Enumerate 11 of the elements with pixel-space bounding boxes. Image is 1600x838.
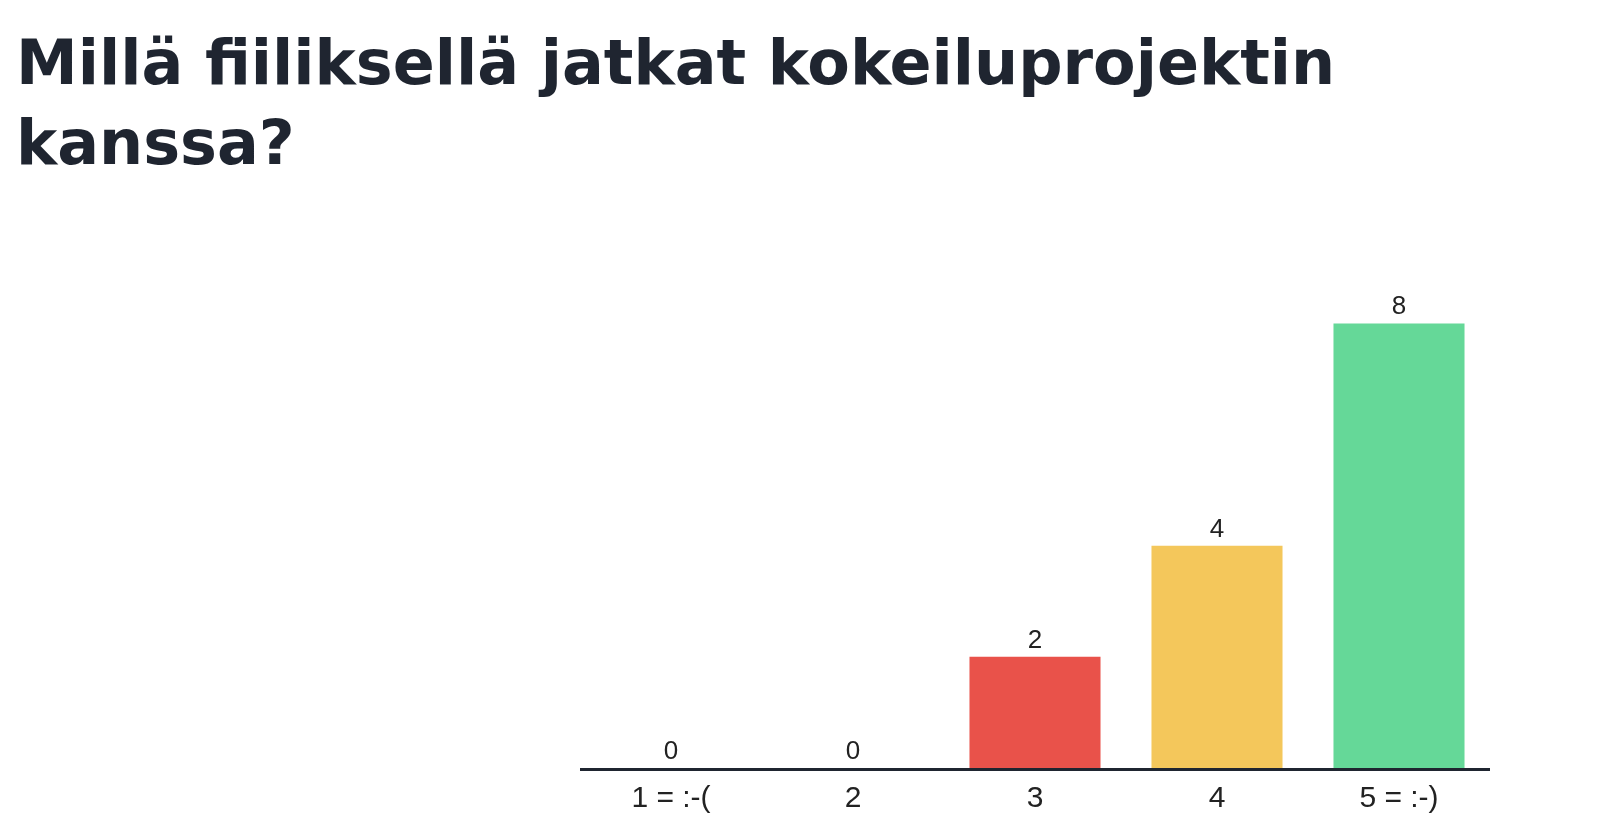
x-tick-label: 1 = :-( (631, 780, 711, 813)
data-label: 4 (1209, 512, 1225, 543)
data-label: 0 (845, 735, 861, 765)
data-label: 8 (1391, 290, 1407, 321)
data-label: 0 (663, 735, 679, 765)
x-tick-label: 3 (1026, 780, 1044, 813)
x-tick-label: 4 (1208, 780, 1226, 813)
data-label: 2 (1027, 623, 1043, 654)
x-tick-label: 2 (844, 780, 862, 813)
chart-title: Millä fiiliksellä jatkat kokeiluprojektin kanssa? (16, 25, 1336, 180)
x-tick-label: 5 = :-) (1359, 780, 1439, 813)
